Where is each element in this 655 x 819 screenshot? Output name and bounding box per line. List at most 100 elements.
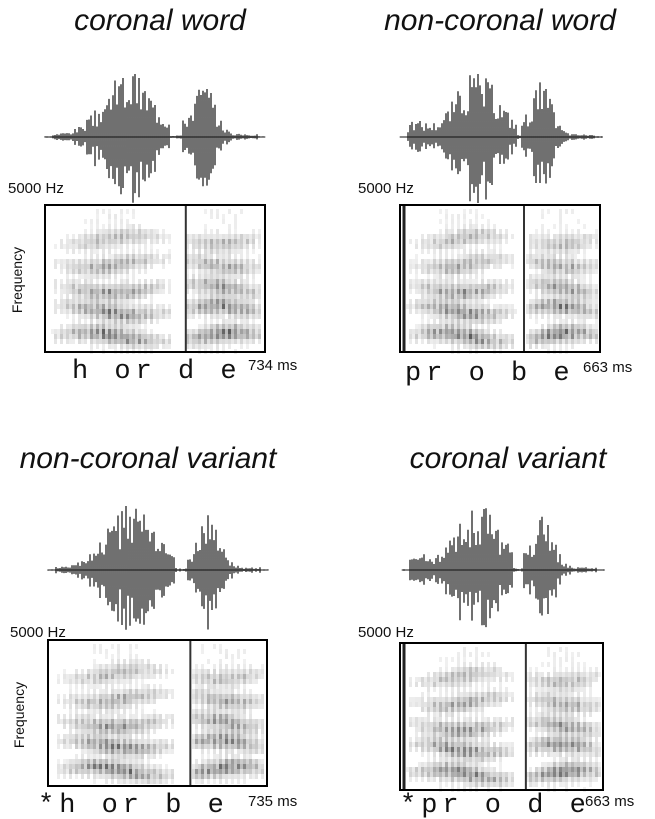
spectrogram-cell: [102, 734, 105, 739]
spectrogram-cell: [96, 259, 99, 264]
spectrogram-cell: [138, 249, 141, 254]
spectrogram-cell: [90, 279, 93, 284]
spectrogram-cell: [159, 234, 162, 239]
spectrogram-cell: [529, 314, 532, 319]
spectrogram-cell: [117, 234, 120, 239]
spectrogram-cell: [460, 264, 463, 269]
spectrogram-cell: [141, 719, 144, 724]
spectrogram-cell: [186, 314, 189, 319]
spectrogram-cell: [225, 749, 228, 754]
spectrogram-cell: [210, 709, 213, 714]
spectrogram-cell: [252, 239, 255, 244]
spectrogram-cell: [195, 744, 198, 749]
spectrogram-cell: [424, 747, 427, 752]
spectrogram-cell: [565, 244, 568, 249]
spectrogram-cell: [129, 309, 132, 314]
spectrogram-cell: [225, 334, 228, 339]
spectrogram-cell: [261, 669, 264, 674]
spectrogram-cell: [252, 299, 255, 304]
spectrogram-cell: [84, 739, 87, 744]
spectrogram-cell: [562, 309, 565, 314]
spectrogram-cell: [204, 734, 207, 739]
spectrogram-cell: [421, 244, 424, 249]
spectrogram-cell: [144, 694, 147, 699]
spectrogram-cell: [562, 334, 565, 339]
spectrogram-cell: [195, 289, 198, 294]
spectrogram-cell: [99, 749, 102, 754]
spectrogram-cell: [550, 772, 553, 777]
spectrogram-cell: [589, 752, 592, 757]
spectrogram-cell: [445, 722, 448, 727]
spectrogram-cell: [598, 772, 601, 777]
spectrogram-cell: [460, 757, 463, 762]
spectrogram-cell: [201, 269, 204, 274]
spectrogram-cell: [102, 229, 105, 234]
spectrogram-cell: [111, 679, 114, 684]
spectrogram-cell: [159, 754, 162, 759]
spectrogram-cell: [568, 687, 571, 692]
spectrogram-cell: [204, 279, 207, 284]
spectrogram-cell: [541, 284, 544, 289]
spectrogram-cell: [249, 729, 252, 734]
spectrogram-cell: [159, 334, 162, 339]
spectrogram-cell: [451, 747, 454, 752]
spectrogram-cell: [451, 742, 454, 747]
spectrogram-cell: [168, 309, 171, 314]
spectrogram-cell: [63, 669, 66, 674]
spectrogram-cell: [472, 224, 475, 229]
spectrogram-cell: [222, 259, 225, 264]
spectrogram-cell: [249, 724, 252, 729]
spectrogram-cell: [478, 772, 481, 777]
spectrogram-cell: [198, 304, 201, 309]
spectrogram-cell: [475, 677, 478, 682]
spectrogram-cell: [505, 229, 508, 234]
spectrogram-cell: [69, 264, 72, 269]
spectrogram-cell: [81, 714, 84, 719]
spectrogram-cell: [598, 747, 601, 752]
spectrogram-cell: [234, 329, 237, 334]
spectrogram-cell: [550, 324, 553, 329]
spectrogram-cell: [487, 682, 490, 687]
spectrogram-cell: [60, 284, 63, 289]
spectrogram-cell: [544, 244, 547, 249]
spectrogram-cell: [421, 732, 424, 737]
spectrogram-cell: [475, 264, 478, 269]
spectrogram-cell: [150, 664, 153, 669]
spectrogram-cell: [54, 334, 57, 339]
spectrogram-cell: [204, 319, 207, 324]
spectrogram-cell: [75, 724, 78, 729]
spectrogram-cell: [430, 702, 433, 707]
spectrogram-cell: [541, 329, 544, 334]
spectrogram-cell: [243, 734, 246, 739]
spectrogram-cell: [541, 299, 544, 304]
spectrogram-cell: [571, 652, 574, 657]
spectrogram-cell: [69, 764, 72, 769]
spectrogram-cell: [481, 752, 484, 757]
spectrogram-cell: [162, 339, 165, 344]
spectrogram-cell: [69, 334, 72, 339]
spectrogram-cell: [586, 672, 589, 677]
spectrogram-cell: [595, 672, 598, 677]
spectrogram-cell: [496, 264, 499, 269]
spectrogram-cell: [132, 779, 135, 784]
spectrogram-cell: [114, 674, 117, 679]
spectrogram-cell: [198, 274, 201, 279]
spectrogram-cell: [210, 309, 213, 314]
spectrogram-cell: [75, 329, 78, 334]
spectrogram-cell: [574, 289, 577, 294]
spectrogram-cell: [445, 264, 448, 269]
spectrogram-cell: [457, 219, 460, 224]
spectrogram-cell: [478, 309, 481, 314]
spectrogram-cell: [472, 329, 475, 334]
spectrogram-cell: [457, 707, 460, 712]
spectrogram-cell: [105, 669, 108, 674]
spectrogram-cell: [415, 732, 418, 737]
spectrogram-cell: [120, 774, 123, 779]
spectrogram-cell: [150, 719, 153, 724]
spectrogram-cell: [75, 764, 78, 769]
spectrogram-cell: [258, 739, 261, 744]
spectrogram-cell: [228, 344, 231, 349]
spectrogram-cell: [598, 762, 601, 767]
spectrogram-cell: [466, 747, 469, 752]
spectrogram-cell: [532, 304, 535, 309]
